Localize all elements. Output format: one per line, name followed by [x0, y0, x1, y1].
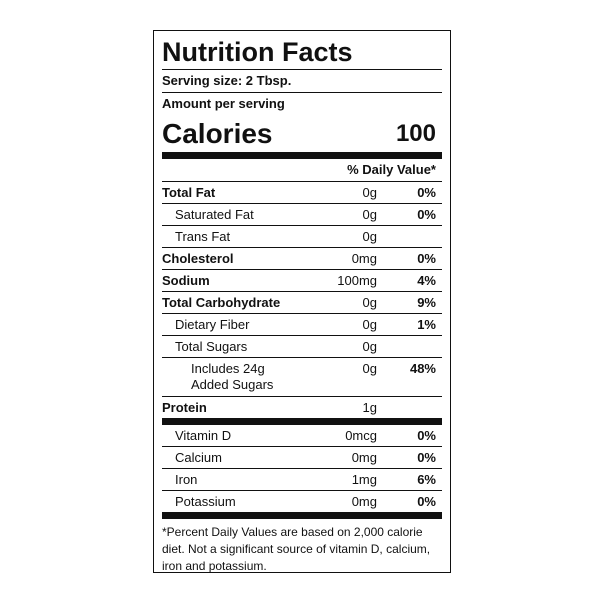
nutrient-row: Total Fat 0g 0%	[162, 182, 442, 204]
nutrient-row: Dietary Fiber 0g 1%	[162, 314, 442, 336]
vitamin-name: Vitamin D	[175, 428, 232, 443]
nutrient-amount: 0mg	[351, 251, 377, 266]
nutrient-amount: 0g	[362, 339, 377, 354]
vitamin-name: Iron	[175, 472, 198, 487]
nutrient-name: Total Carbohydrate	[162, 295, 281, 310]
nutrient-row: Cholesterol 0mg 0%	[162, 248, 442, 270]
nutrient-row: Sodium 100mg 4%	[162, 270, 442, 292]
daily-value-header: % Daily Value*	[162, 159, 442, 182]
title: Nutrition Facts	[162, 35, 442, 70]
nutrient-amount: 0g	[362, 295, 377, 310]
nutrient-dv: 0%	[417, 207, 436, 222]
divider	[162, 418, 442, 425]
vitamin-dv: 0%	[417, 428, 436, 443]
nutrient-name: Trans Fat	[175, 229, 231, 244]
calories-value: 100	[395, 119, 436, 147]
vitamin-dv: 6%	[417, 472, 436, 487]
vitamin-amount: 0mcg	[345, 428, 377, 443]
nutrient-dv: 1%	[417, 317, 436, 332]
nutrient-amount: 0g	[362, 229, 377, 244]
vitamin-row: Iron 1mg 6%	[162, 469, 442, 491]
vitamin-row: Potassium 0mg 0%	[162, 491, 442, 512]
nutrient-amount: 1g	[362, 400, 377, 415]
nutrient-name: Includes 24g Added Sugars	[191, 361, 274, 392]
nutrient-name: Dietary Fiber	[175, 317, 250, 332]
nutrient-name: Total Fat	[162, 185, 216, 200]
serving-size: Serving size: 2 Tbsp.	[162, 70, 442, 93]
vitamin-dv: 0%	[417, 450, 436, 465]
amount-per-serving: Amount per serving	[162, 96, 285, 111]
vitamin-amount: 0mg	[351, 450, 377, 465]
nutrient-name: Total Sugars	[175, 339, 248, 354]
nutrient-amount: 0g	[362, 317, 377, 332]
calories-label: Calories	[162, 117, 273, 149]
footnote: *Percent Daily Values are based on 2,000…	[162, 525, 431, 573]
nutrient-name: Protein	[162, 400, 207, 415]
nutrient-amount: 0g	[362, 185, 377, 200]
nutrient-amount: 0g	[362, 361, 377, 376]
divider	[162, 152, 442, 159]
vitamin-amount: 0mg	[351, 494, 377, 509]
vitamin-amount: 1mg	[351, 472, 377, 487]
nutrient-dv: 4%	[417, 273, 436, 288]
nutrient-dv: 48%	[409, 361, 436, 376]
nutrient-dv: 0%	[417, 185, 436, 200]
label-content: Nutrition Facts Serving size: 2 Tbsp. Am…	[162, 35, 442, 575]
nutrient-dv: 9%	[417, 295, 436, 310]
nutrient-dv: 0%	[417, 251, 436, 266]
nutrient-row: Total Carbohydrate 0g 9%	[162, 292, 442, 314]
calories-row: Calories 100	[162, 115, 442, 152]
vitamin-dv: 0%	[417, 494, 436, 509]
nutrient-amount: 100mg	[337, 273, 377, 288]
nutrient-row: Saturated Fat 0g 0%	[162, 204, 442, 226]
vitamin-name: Potassium	[175, 494, 236, 509]
vitamin-row: Vitamin D 0mcg 0%	[162, 425, 442, 447]
nutrient-row: Includes 24g Added Sugars 0g 48%	[162, 358, 442, 397]
vitamin-name: Calcium	[175, 450, 222, 465]
vitamin-row: Calcium 0mg 0%	[162, 447, 442, 469]
nutrient-row: Trans Fat 0g	[162, 226, 442, 248]
nutrient-name: Saturated Fat	[175, 207, 254, 222]
nutrient-amount: 0g	[362, 207, 377, 222]
nutrient-row: Protein 1g	[162, 397, 442, 418]
divider	[162, 512, 442, 519]
nutrient-name: Cholesterol	[162, 251, 234, 266]
nutrition-label: Nutrition Facts Serving size: 2 Tbsp. Am…	[153, 30, 451, 573]
nutrient-row: Total Sugars 0g	[162, 336, 442, 358]
nutrient-name: Sodium	[162, 273, 210, 288]
